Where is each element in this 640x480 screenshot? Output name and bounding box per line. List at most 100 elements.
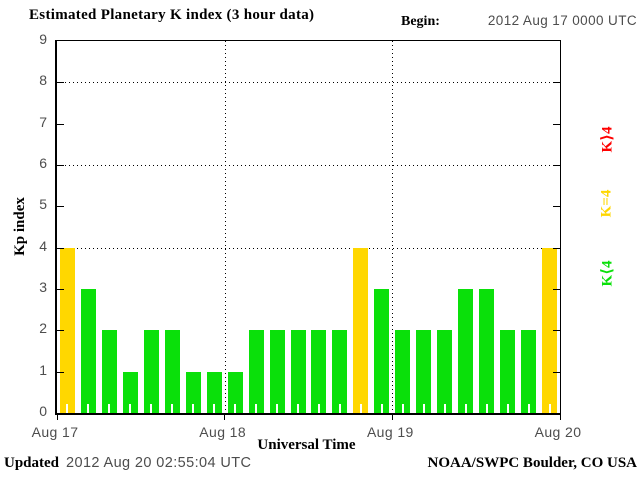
kp-bar-8 [227,371,243,413]
y-tick-left-4 [57,247,64,249]
x-minor-tick-3 [129,404,132,413]
x-minor-tick-14 [359,404,362,413]
y-tick-label-2: 2 [39,320,47,337]
x-minor-tick-13 [338,404,341,413]
kp-bar-7 [206,371,222,413]
x-minor-tick-2 [108,404,111,413]
source-attribution: NOAA/SWPC Boulder, CO USA [427,455,637,471]
kp-bar-11 [290,330,306,413]
y-tick-label-8: 8 [39,72,47,89]
y-tick-label-5: 5 [39,196,47,213]
legend-label-k-gt-4-text: K⟩4 [599,125,616,153]
begin-value: 2012 Aug 17 0000 UTC [487,13,637,28]
kp-bar-1 [80,289,96,413]
x-minor-tick-8 [234,404,237,413]
x-minor-tick-10 [276,404,279,413]
kp-bar-22 [521,330,537,413]
x-tick-label-aug-19: Aug 19 [366,424,414,440]
legend-label-k-eq-4-text: K=4 [598,189,615,217]
updated-value: 2012 Aug 20 02:55:04 UTC [66,455,252,471]
x-tick-label-aug-17: Aug 17 [31,424,79,440]
plot-area [55,40,561,420]
kp-bar-17 [416,330,432,413]
updated-row: Updated 2012 Aug 20 02:55:04 UTC [4,455,251,472]
legend-label-k-eq-4: K=4 [584,180,630,226]
x-day-tick-0 [56,415,58,420]
x-minor-tick-12 [317,404,320,413]
kp-bar-16 [395,330,411,413]
y-tick-label-9: 9 [39,31,47,47]
kp-bar-13 [332,330,348,413]
y-tick-label-3: 3 [39,279,47,295]
legend-label-k-gt-4: K⟩4 [584,116,630,162]
x-minor-tick-23 [548,404,551,413]
gridline-y-6 [57,165,560,166]
legend-label-k-lt-4-text: K⟨4 [599,259,616,287]
y-tick-right-4 [553,247,560,249]
kp-bar-4 [143,330,159,413]
x-minor-tick-7 [213,404,216,413]
kp-bar-19 [458,289,474,413]
kp-bar-5 [164,330,180,413]
begin-row: Begin: 2012 Aug 17 0000 UTC [401,13,637,30]
x-axis-title: Universal Time [257,437,356,453]
y-tick-right-5 [553,206,560,208]
y-tick-label-0: 0 [39,403,47,419]
x-minor-tick-20 [485,404,488,413]
x-minor-tick-21 [506,404,509,413]
kp-bar-20 [479,289,495,413]
kp-bar-2 [101,330,117,413]
y-tick-right-8 [553,82,560,84]
kp-bar-9 [248,330,264,413]
gridline-day-1 [224,41,226,413]
y-tick-left-3 [57,289,64,290]
legend-label-k-lt-4: K⟨4 [584,250,630,296]
x-minor-tick-16 [401,404,404,413]
x-minor-tick-0 [66,404,69,413]
x-minor-tick-4 [150,404,153,413]
y-tick-left-6 [57,165,64,166]
x-minor-tick-22 [527,404,530,413]
x-minor-tick-5 [171,404,174,413]
kp-bar-18 [437,330,453,413]
gridline-day-2 [392,41,394,413]
x-minor-tick-15 [380,404,383,413]
x-tick-label-aug-20: Aug 20 [534,424,582,440]
y-tick-left-8 [57,82,64,84]
x-minor-tick-6 [192,404,195,413]
kp-bar-14 [353,247,369,413]
x-minor-tick-9 [255,404,258,413]
kp-bar-6 [185,371,201,413]
y-tick-label-6: 6 [39,155,47,171]
kp-bar-3 [122,371,138,413]
begin-label: Begin: [401,14,440,29]
x-day-tick-2 [391,415,393,420]
y-tick-left-7 [57,123,64,125]
updated-label: Updated [4,455,60,471]
y-tick-label-1: 1 [39,361,47,378]
kp-bar-21 [500,330,516,413]
x-minor-tick-11 [297,404,300,413]
x-day-tick-1 [224,415,226,420]
kp-bar-15 [374,289,390,413]
y-tick-label-4: 4 [39,237,47,254]
y-tick-right-3 [553,289,560,290]
x-day-tick-3 [559,415,561,420]
kp-bar-10 [269,330,285,413]
gridline-y-4 [57,247,560,249]
y-tick-label-7: 7 [39,113,47,130]
y-tick-left-1 [57,371,64,373]
gridline-y-8 [57,82,560,84]
y-tick-right-1 [553,371,560,373]
y-tick-right-2 [553,330,560,332]
y-tick-right-6 [553,165,560,166]
x-minor-tick-17 [422,404,425,413]
x-tick-label-aug-18: Aug 18 [199,424,247,440]
y-tick-left-5 [57,206,64,208]
kp-bar-12 [311,330,327,413]
y-tick-left-2 [57,330,64,332]
y-tick-right-7 [553,123,560,125]
chart-title: Estimated Planetary K index (3 hour data… [29,7,315,23]
x-minor-tick-18 [443,404,446,413]
